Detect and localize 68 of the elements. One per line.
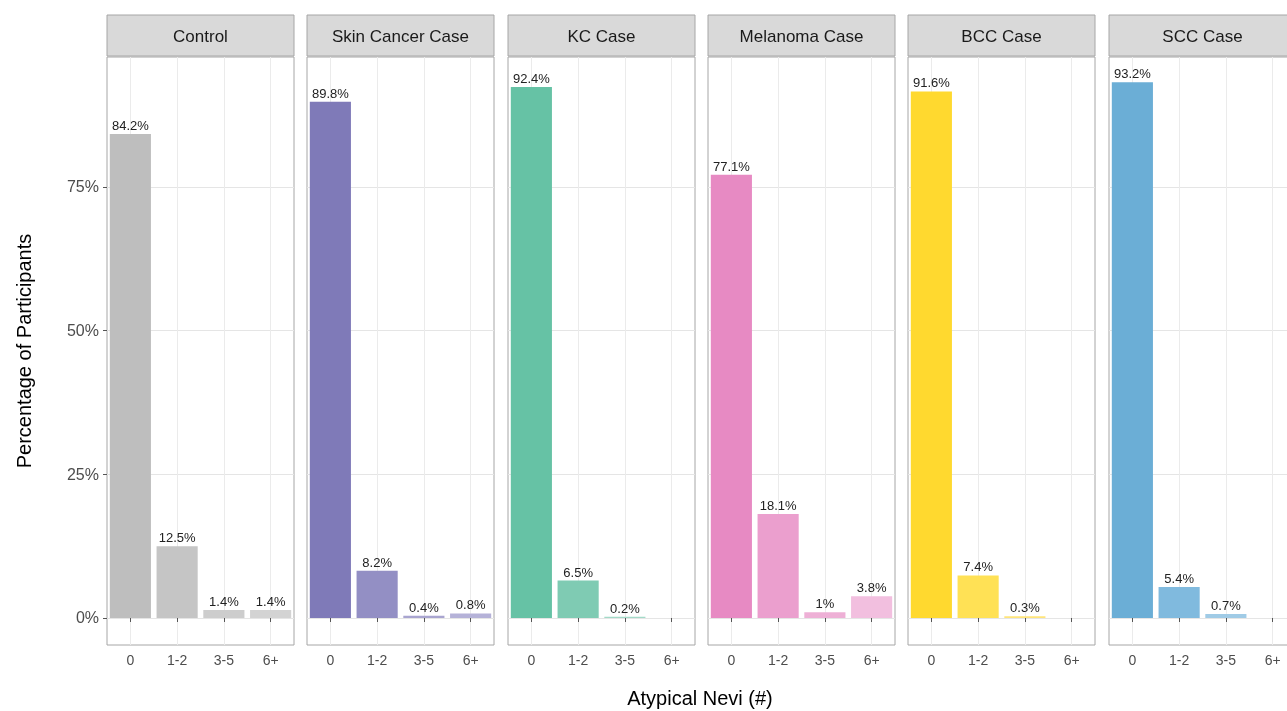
data-label: 5.4%	[1163, 570, 1194, 586]
bar	[450, 613, 492, 618]
x-tick-label: 3-5	[414, 652, 435, 668]
data-label: 0.2%	[609, 600, 640, 616]
x-tick-label: 0	[1127, 652, 1136, 668]
y-tick-label: 25%	[66, 465, 99, 483]
bar	[310, 101, 352, 618]
bar	[356, 570, 398, 618]
data-label: 18.1%	[759, 497, 797, 513]
data-label: 77.1%	[712, 158, 751, 174]
x-tick-label: 1-2	[167, 652, 188, 668]
data-label: 0.8%	[456, 597, 487, 613]
x-tick-label: 6+	[1264, 652, 1281, 668]
data-label: 1.4%	[209, 593, 240, 609]
chart-title: Control	[173, 26, 228, 46]
x-tick-label: 3-5	[1014, 652, 1036, 668]
data-label: 89.8%	[312, 85, 350, 101]
data-label: 91.6%	[913, 75, 951, 91]
x-tick-label: 3-5	[614, 652, 635, 668]
x-tick-label: 0	[727, 652, 736, 668]
data-label: 92.4%	[512, 70, 550, 86]
chart-title: Skin Cancer Case	[332, 26, 470, 46]
data-label: 3.8%	[856, 580, 887, 596]
x-tick-label: 1-2	[968, 652, 989, 668]
x-tick-label: 3-5	[814, 652, 836, 668]
chart-title: SCC Case	[1161, 26, 1243, 46]
x-tick-label: 3-5	[1215, 652, 1236, 668]
bar	[804, 612, 846, 618]
data-label: 0.4%	[409, 599, 440, 615]
data-label: 84.2%	[111, 118, 150, 134]
x-tick-label: 6+	[462, 652, 479, 668]
x-axis-title: Atypical Nevi (#)	[627, 686, 773, 710]
data-label: 6.5%	[562, 564, 593, 580]
x-tick-label: 6+	[1063, 652, 1080, 668]
x-tick-label: 0	[927, 652, 936, 668]
bar	[757, 513, 799, 618]
data-label: 0.3%	[1010, 600, 1041, 616]
data-label: 8.2%	[362, 554, 393, 570]
bar	[710, 174, 752, 618]
chart-title: KC Case	[567, 26, 636, 46]
x-tick-label: 1-2	[367, 652, 388, 668]
x-tick-label: 0	[126, 652, 135, 668]
bar	[156, 546, 198, 618]
chart-title: BCC Case	[961, 26, 1042, 46]
x-tick-label: 0	[326, 652, 335, 668]
y-tick-label: 75%	[66, 178, 99, 196]
x-tick-label: 1-2	[767, 652, 789, 668]
data-label: 0.7%	[1210, 597, 1241, 613]
data-label: 1.4%	[255, 593, 286, 609]
chart-title: Melanoma Case	[739, 26, 864, 46]
y-tick-label: 50%	[66, 322, 99, 340]
x-tick-label: 1-2	[1168, 652, 1189, 668]
data-label: 12.5%	[158, 530, 196, 546]
y-tick-label: 0%	[75, 609, 99, 627]
bar	[109, 134, 151, 618]
y-axis-title: Percentage of Participants	[12, 233, 36, 469]
bar	[850, 596, 893, 618]
bar	[250, 609, 292, 618]
data-label: 7.4%	[963, 559, 994, 575]
bar	[203, 609, 245, 618]
data-label: 93.2%	[1113, 66, 1151, 82]
x-tick-label: 1-2	[567, 652, 589, 668]
data-label: 1%	[815, 596, 835, 612]
x-tick-label: 3-5	[213, 652, 235, 668]
x-tick-label: 6+	[262, 652, 279, 668]
x-tick-label: 6+	[663, 652, 680, 668]
x-tick-label: 0	[527, 652, 536, 668]
x-tick-label: 6+	[863, 652, 880, 668]
